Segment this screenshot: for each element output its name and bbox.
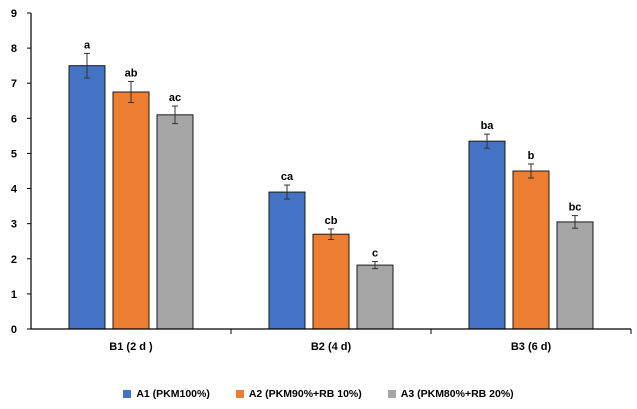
bar-2-2 [556, 221, 594, 330]
bar-2-1 [512, 170, 550, 330]
significance-label-2-1: b [528, 150, 535, 162]
y-tick-label-9: 9 [11, 8, 17, 20]
significance-label-2-0: ba [481, 120, 495, 132]
bar-1-2 [356, 264, 394, 330]
legend-swatch-a2 [235, 390, 244, 398]
y-tick-label-1: 1 [11, 289, 17, 301]
significance-label-0-2: ac [169, 92, 181, 104]
legend-item-a3: A3 (PKM80%+RB 20%) [387, 388, 514, 400]
y-tick-label-6: 6 [11, 113, 17, 125]
x-category-label-2: B3 (6 d) [511, 341, 552, 353]
bars: a ab ac ca cb c ba b bc [68, 39, 594, 330]
y-tick-label-7: 7 [11, 78, 17, 90]
bar-2-0 [468, 140, 506, 330]
legend-label-a2: A2 (PKM90%+RB 10%) [248, 388, 362, 400]
significance-label-1-2: c [372, 248, 378, 260]
significance-label-1-0: ca [281, 171, 294, 183]
bar-0-1 [112, 91, 150, 330]
legend-label-a1: A1 (PKM100%) [136, 388, 210, 400]
significance-label-2-2: bc [569, 202, 582, 214]
x-category-label-1: B2 (4 d) [311, 341, 352, 353]
y-tick-label-4: 4 [11, 184, 18, 196]
bar-0-0 [68, 65, 106, 330]
y-tick-label-5: 5 [11, 148, 17, 160]
y-tick-label-2: 2 [11, 254, 17, 266]
legend-swatch-a1 [123, 390, 132, 398]
bar-chart: 0 1 2 3 4 5 6 7 8 9 a ab ac ca cb c ba b bc B1 (2 d ) B2 (… [11, 8, 632, 353]
y-tick-label-0: 0 [11, 324, 17, 336]
legend-swatch-a3 [387, 390, 396, 398]
x-axis: B1 (2 d ) B2 (4 d) B3 (6 d) [31, 328, 632, 353]
x-category-label-0: B1 (2 d ) [109, 341, 153, 353]
bar-0-2 [156, 114, 194, 330]
legend-item-a1: A1 (PKM100%) [123, 388, 210, 400]
y-axis: 0 1 2 3 4 5 6 7 8 9 [11, 8, 32, 336]
significance-label-1-1: cb [325, 215, 338, 227]
legend-item-a2: A2 (PKM90%+RB 10%) [235, 388, 362, 400]
legend: A1 (PKM100%) A2 (PKM90%+RB 10%) A3 (PKM8… [0, 388, 637, 400]
y-tick-label-8: 8 [11, 43, 17, 55]
significance-label-0-0: a [84, 39, 91, 51]
significance-label-0-1: ab [125, 67, 138, 79]
legend-label-a3: A3 (PKM80%+RB 20%) [400, 388, 514, 400]
bar-1-0 [268, 191, 306, 330]
y-tick-label-3: 3 [11, 219, 17, 231]
bar-1-1 [312, 233, 350, 330]
